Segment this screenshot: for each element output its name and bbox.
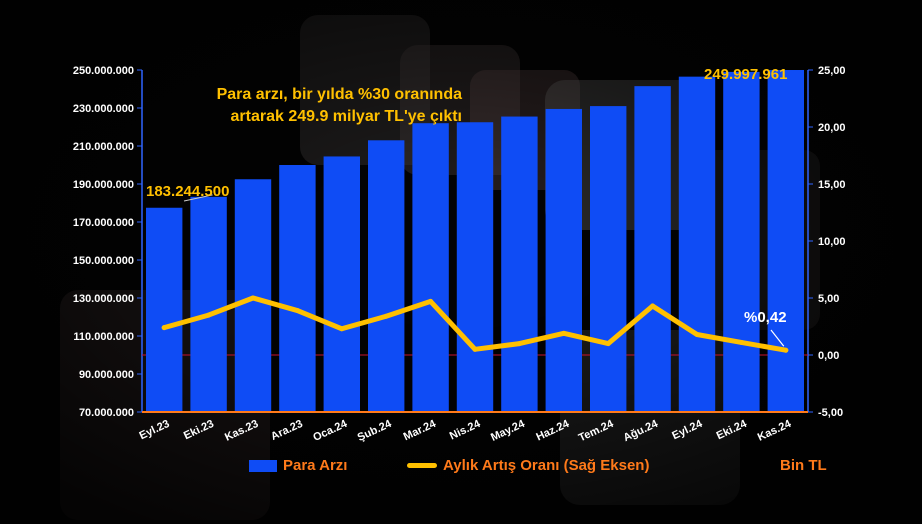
right-axis-tick-label: 10,00 bbox=[818, 236, 846, 248]
x-axis-tick-label: Kas.23 bbox=[223, 418, 260, 444]
x-axis-tick-label: Ara.23 bbox=[269, 418, 305, 443]
bar-Eki.23 bbox=[190, 196, 227, 412]
bar-Haz.24 bbox=[545, 108, 583, 412]
rate-point-Nis.24 bbox=[472, 346, 478, 352]
bar-Tem.24 bbox=[589, 106, 627, 412]
right-axis-tick-label: 5,00 bbox=[818, 293, 839, 305]
rate-point-Ara.23 bbox=[294, 308, 300, 314]
rate-point-Mar.24 bbox=[428, 298, 434, 304]
rate-point-Eki.23 bbox=[206, 312, 212, 318]
legend-label-aylik-artis: Aylık Artış Oranı (Sağ Eksen) bbox=[443, 457, 650, 474]
legend-label-para-arzi: Para Arzı bbox=[283, 457, 348, 474]
rate-point-Şub.24 bbox=[383, 313, 389, 319]
x-axis-tick-label: May.24 bbox=[489, 417, 527, 443]
rate-point-Tem.24 bbox=[605, 341, 611, 347]
first-bar-label-leader bbox=[183, 194, 213, 202]
rate-point-Kas.24 bbox=[783, 347, 789, 353]
x-axis-tick-label: Kas.24 bbox=[756, 417, 794, 443]
rate-point-Eyl.24 bbox=[694, 331, 700, 337]
bar-Şub.24 bbox=[367, 140, 405, 413]
bar-Mar.24 bbox=[412, 123, 449, 412]
bar-May.24 bbox=[501, 116, 538, 413]
chart-title-line-1: Para arzı, bir yılda %30 oranında bbox=[216, 86, 462, 103]
unit-label: Bin TL bbox=[780, 457, 827, 474]
x-axis-tick-label: Nis.24 bbox=[448, 417, 483, 442]
bar-Eyl.24 bbox=[678, 76, 716, 413]
x-axis-tick-label: Mar.24 bbox=[402, 417, 439, 443]
right-axis-tick-label: 0,00 bbox=[818, 350, 839, 362]
x-axis-tick-label: Eki.23 bbox=[182, 418, 216, 442]
left-axis-tick-label: 170.000.000 bbox=[73, 217, 134, 229]
rate-point-Oca.24 bbox=[339, 326, 345, 332]
x-axis-tick-label: Ağu.24 bbox=[622, 417, 661, 444]
last-bar-data-label: 249.997.961 bbox=[704, 66, 788, 83]
left-axis-tick-label: 90.000.000 bbox=[79, 369, 134, 381]
right-axis-tick-label: 15,00 bbox=[818, 179, 846, 191]
bar-Eki.24 bbox=[723, 71, 760, 413]
left-axis-tick-label: 210.000.000 bbox=[73, 141, 134, 153]
first-bar-data-label: 183.244.500 bbox=[146, 183, 230, 200]
right-axis: -5,00 0,00 5,00 10,00 15,00 20,00 25,00 bbox=[807, 65, 846, 419]
x-axis-tick-label: Eyl.24 bbox=[670, 417, 705, 442]
x-axis-tick-label: Eyl.23 bbox=[138, 418, 172, 442]
bar-Oca.24 bbox=[323, 156, 361, 412]
left-axis-tick-label: 150.000.000 bbox=[73, 255, 134, 267]
left-axis: 70.000.000 90.000.000 110.000.000 130.000.0… bbox=[73, 65, 143, 419]
chart-title-line-2: artarak 249.9 milyar TL'ye çıktı bbox=[230, 108, 463, 125]
bar-Ağu.24 bbox=[634, 86, 671, 413]
rate-point-Kas.23 bbox=[250, 295, 256, 301]
legend-item-aylik-artis: Aylık Artış Oranı (Sağ Eksen) bbox=[407, 457, 649, 474]
bar-Nis.24 bbox=[456, 122, 494, 412]
left-axis-tick-label: 70.000.000 bbox=[79, 407, 134, 419]
x-axis-tick-label: Oca.24 bbox=[311, 417, 350, 443]
x-axis-tick-label: Şub.24 bbox=[356, 417, 395, 443]
left-axis-tick-label: 130.000.000 bbox=[73, 293, 134, 305]
left-axis-tick-label: 190.000.000 bbox=[73, 179, 134, 191]
rate-point-Ağu.24 bbox=[650, 303, 656, 309]
rate-point-Eyl.23 bbox=[161, 325, 167, 331]
bar-Eyl.23 bbox=[145, 207, 183, 412]
right-axis-tick-label: 25,00 bbox=[818, 65, 846, 77]
bar-Kas.24 bbox=[767, 70, 805, 412]
last-rate-label-leader bbox=[770, 329, 785, 347]
left-axis-tick-label: 250.000.000 bbox=[73, 65, 134, 77]
right-axis-tick-label: 20,00 bbox=[818, 122, 846, 134]
x-axis-tick-label: Eki.24 bbox=[715, 417, 750, 442]
x-axis-tick-label: Haz.24 bbox=[534, 417, 571, 443]
legend-item-para-arzi: Para Arzı bbox=[249, 457, 347, 474]
rate-point-Haz.24 bbox=[561, 330, 567, 336]
last-rate-data-label: %0,42 bbox=[744, 309, 787, 326]
legend-bar-swatch bbox=[249, 459, 277, 472]
left-axis-tick-label: 110.000.000 bbox=[73, 331, 134, 343]
rate-point-Eki.24 bbox=[738, 339, 744, 345]
right-axis-tick-label: -5,00 bbox=[818, 407, 843, 419]
legend-line-swatch bbox=[407, 463, 437, 468]
x-axis-tick-label: Tem.24 bbox=[577, 417, 616, 444]
bar-series bbox=[145, 70, 805, 413]
bar-Ara.23 bbox=[279, 165, 316, 412]
rate-point-May.24 bbox=[516, 341, 522, 347]
left-axis-tick-label: 230.000.000 bbox=[73, 103, 134, 115]
line-series bbox=[161, 295, 789, 353]
